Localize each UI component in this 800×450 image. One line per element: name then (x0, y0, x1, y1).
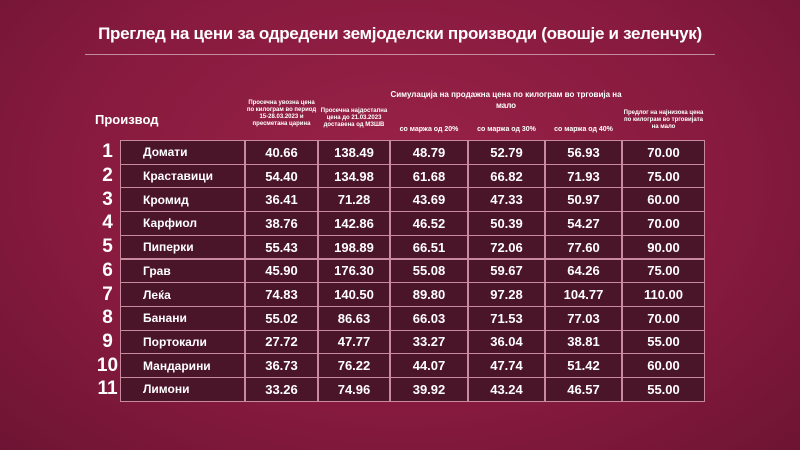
price-cell: 64.26 (545, 258, 622, 284)
price-cell: 74.96 (318, 377, 390, 402)
row-number: 8 (102, 307, 113, 329)
price-cell: 39.92 (390, 377, 468, 402)
price-cell: 48.79 (390, 140, 468, 165)
price-cell: 55.43 (245, 234, 318, 260)
price-cell: 27.72 (245, 329, 318, 355)
price-cell: 33.27 (390, 329, 468, 355)
product-name: Грав (120, 258, 245, 284)
row-number: 7 (102, 283, 113, 305)
price-cell: 75.00 (622, 163, 705, 189)
price-cell: 66.03 (390, 305, 468, 331)
price-cell: 36.73 (245, 353, 318, 378)
price-cell: 55.00 (622, 377, 705, 402)
price-cell: 47.77 (318, 329, 390, 355)
price-cell: 55.00 (622, 329, 705, 355)
price-cell: 71.53 (468, 305, 545, 331)
row-number: 2 (102, 165, 113, 187)
product-name: Пиперки (120, 234, 245, 260)
price-cell: 77.03 (545, 305, 622, 331)
header-available: Просечна најдостапна цена до 21.03.2023 … (320, 108, 388, 128)
price-cell: 90.00 (622, 234, 705, 260)
price-cell: 50.39 (468, 211, 545, 236)
product-name: Банани (120, 305, 245, 331)
price-cell: 46.57 (545, 377, 622, 402)
header-proposal: Предлог на најнизока цена по килограм во… (623, 110, 704, 130)
header-simulation: Симулација на продажна цена по килограм … (390, 90, 622, 110)
price-cell: 46.52 (390, 211, 468, 236)
row-number: 9 (102, 330, 113, 352)
price-cell: 40.66 (245, 140, 318, 165)
price-cell: 76.22 (318, 353, 390, 378)
header-product: Производ (95, 112, 159, 127)
price-cell: 60.00 (622, 353, 705, 378)
price-cell: 66.51 (390, 234, 468, 260)
price-cell: 54.27 (545, 211, 622, 236)
product-name: Мандарини (120, 353, 245, 378)
price-cell: 176.30 (318, 258, 390, 284)
price-cell: 97.28 (468, 282, 545, 307)
price-cell: 70.00 (622, 305, 705, 331)
product-name: Лимони (120, 377, 245, 402)
price-cell: 59.67 (468, 258, 545, 284)
row-number: 3 (102, 188, 113, 210)
row-number: 11 (97, 378, 118, 400)
header-margin: со маржа од 40% (554, 126, 613, 133)
price-cell: 142.86 (318, 211, 390, 236)
price-cell: 38.76 (245, 211, 318, 236)
price-cell: 52.79 (468, 140, 545, 165)
price-cell: 140.50 (318, 282, 390, 307)
header-margin: со маржа од 20% (399, 126, 459, 133)
price-cell: 36.41 (245, 187, 318, 213)
price-cell: 60.00 (622, 187, 705, 213)
price-cell: 70.00 (622, 211, 705, 236)
price-cell: 86.63 (318, 305, 390, 331)
price-cell: 71.28 (318, 187, 390, 213)
price-cell: 138.49 (318, 140, 390, 165)
price-cell: 38.81 (545, 329, 622, 355)
price-cell: 134.98 (318, 163, 390, 189)
product-name: Карфиол (120, 211, 245, 236)
price-cell: 110.00 (622, 282, 705, 307)
header-import: Просечна увозна цена по килограм во пери… (246, 100, 317, 127)
price-cell: 89.80 (390, 282, 468, 307)
product-name: Портокали (120, 329, 245, 355)
price-cell: 55.08 (390, 258, 468, 284)
price-cell: 50.97 (545, 187, 622, 213)
product-name: Леќа (120, 282, 245, 307)
price-cell: 198.89 (318, 234, 390, 260)
price-cell: 72.06 (468, 234, 545, 260)
row-number: 5 (102, 236, 113, 258)
price-cell: 56.93 (545, 140, 622, 165)
row-number: 10 (96, 354, 119, 376)
price-cell: 71.93 (545, 163, 622, 189)
price-cell: 44.07 (390, 353, 468, 378)
row-number: 6 (102, 259, 113, 281)
price-cell: 33.26 (245, 377, 318, 402)
price-cell: 55.02 (245, 305, 318, 331)
price-cell: 47.33 (468, 187, 545, 213)
price-cell: 77.60 (545, 234, 622, 260)
price-cell: 70.00 (622, 140, 705, 165)
divider (85, 54, 715, 55)
price-cell: 43.69 (390, 187, 468, 213)
header-margin: со маржа од 30% (477, 126, 536, 133)
price-cell: 51.42 (545, 353, 622, 378)
product-name: Кромид (120, 187, 245, 213)
row-number: 4 (102, 212, 113, 234)
price-cell: 45.90 (245, 258, 318, 284)
price-cell: 36.04 (468, 329, 545, 355)
product-name: Домати (120, 140, 245, 165)
price-cell: 61.68 (390, 163, 468, 189)
price-cell: 54.40 (245, 163, 318, 189)
price-cell: 74.83 (245, 282, 318, 307)
price-cell: 47.74 (468, 353, 545, 378)
price-cell: 66.82 (468, 163, 545, 189)
product-name: Краставици (120, 163, 245, 189)
price-cell: 104.77 (545, 282, 622, 307)
price-cell: 75.00 (622, 258, 705, 284)
price-cell: 43.24 (468, 377, 545, 402)
row-number: 1 (102, 141, 113, 163)
title: Преглед на цени за одредени земјоделски … (98, 24, 702, 43)
